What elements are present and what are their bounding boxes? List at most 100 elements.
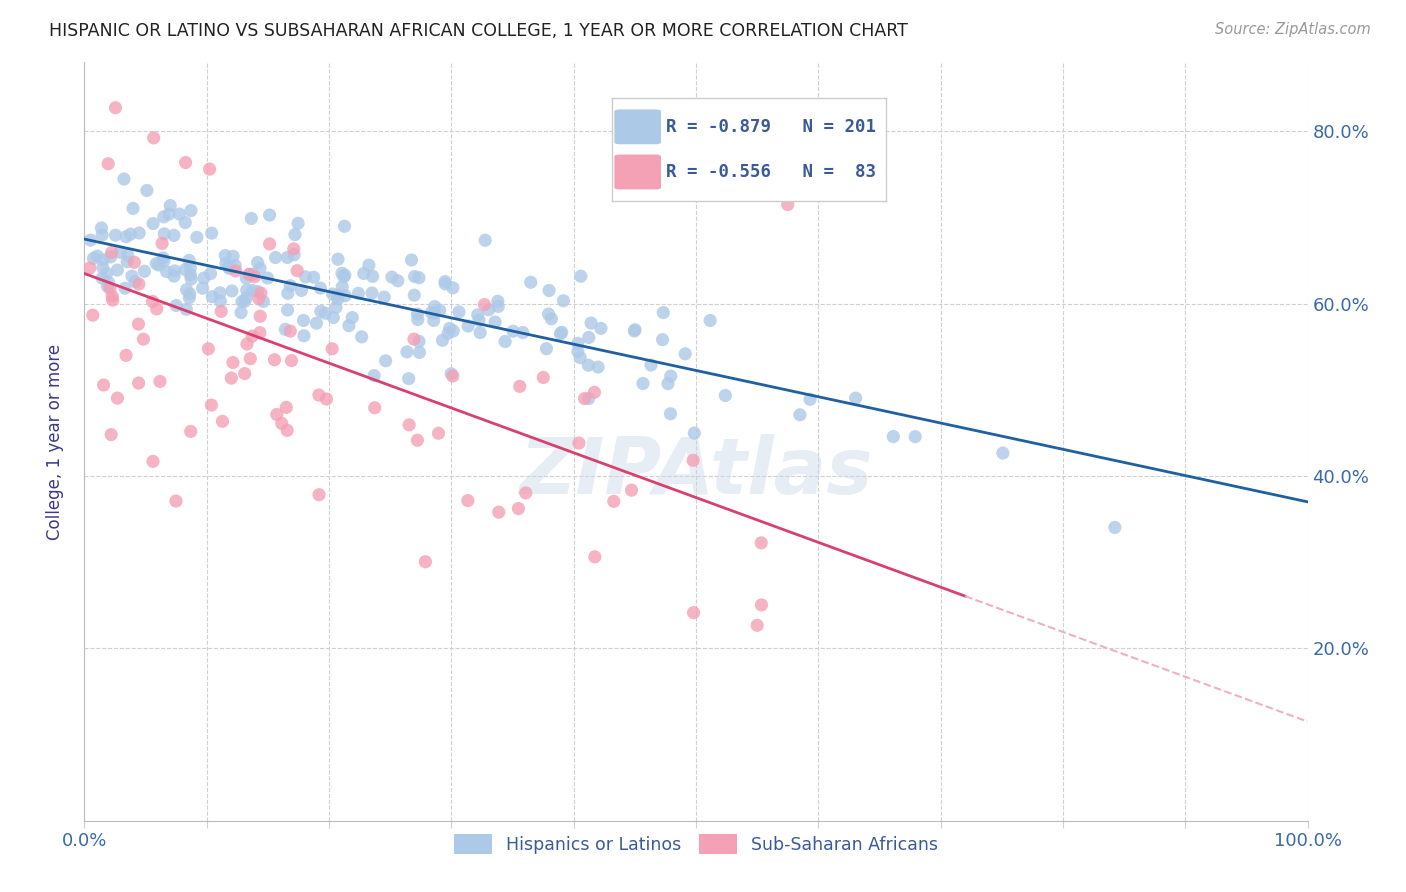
Point: [97, 157, 120, 171]
Point: [325, 301, 347, 315]
Point: [576, 358, 599, 372]
Point: [441, 369, 464, 384]
Point: [128, 226, 150, 240]
Point: [422, 313, 444, 327]
Point: [457, 318, 479, 333]
Point: [322, 310, 344, 325]
Point: [163, 264, 186, 278]
Point: [108, 245, 131, 260]
Point: [191, 281, 214, 295]
Point: [574, 392, 596, 406]
Point: [246, 285, 269, 299]
Point: [434, 277, 457, 291]
Point: [294, 269, 316, 284]
Point: [292, 313, 315, 327]
Point: [250, 286, 273, 301]
Point: [142, 217, 165, 231]
Point: [538, 284, 561, 298]
Point: [284, 227, 307, 242]
Point: [97, 275, 120, 289]
Point: [112, 172, 135, 186]
Point: [179, 268, 201, 282]
Point: [474, 298, 496, 312]
Point: [135, 184, 157, 198]
Point: [165, 494, 187, 508]
Point: [751, 598, 773, 612]
Point: [651, 333, 673, 347]
Point: [96, 267, 118, 281]
Point: [381, 270, 404, 285]
Point: [415, 555, 437, 569]
Point: [408, 334, 430, 349]
Legend: Hispanics or Latinos, Sub-Saharan Africans: Hispanics or Latinos, Sub-Saharan Africa…: [447, 827, 945, 862]
Point: [515, 486, 537, 500]
Point: [302, 270, 325, 285]
Point: [165, 299, 187, 313]
Point: [309, 281, 332, 295]
Point: [285, 263, 308, 277]
Point: [882, 429, 904, 443]
Point: [280, 353, 302, 368]
Point: [484, 315, 506, 329]
Point: [486, 300, 509, 314]
Point: [567, 344, 589, 359]
Point: [423, 306, 446, 320]
Point: [363, 368, 385, 383]
Point: [264, 251, 287, 265]
Point: [457, 493, 479, 508]
Point: [122, 202, 145, 216]
Point: [347, 286, 370, 301]
Point: [478, 302, 501, 317]
Point: [408, 270, 430, 285]
Point: [486, 294, 509, 309]
Point: [467, 308, 489, 322]
Point: [104, 101, 127, 115]
Point: [623, 324, 645, 338]
Point: [91, 271, 114, 285]
Point: [180, 203, 202, 218]
Point: [406, 434, 429, 448]
Point: [408, 345, 430, 359]
Point: [402, 332, 425, 346]
Point: [904, 430, 927, 444]
Point: [235, 291, 257, 305]
Point: [93, 378, 115, 392]
Text: Source: ZipAtlas.com: Source: ZipAtlas.com: [1215, 22, 1371, 37]
Point: [305, 316, 328, 330]
Point: [274, 322, 297, 336]
Point: [429, 303, 451, 318]
Point: [153, 253, 176, 268]
Point: [180, 425, 202, 439]
Point: [583, 385, 606, 400]
Point: [321, 342, 343, 356]
Point: [350, 330, 373, 344]
Point: [531, 370, 554, 384]
Point: [276, 251, 298, 265]
Point: [620, 483, 643, 497]
Point: [631, 376, 654, 391]
Point: [243, 269, 266, 284]
Point: [624, 323, 647, 337]
Point: [540, 311, 562, 326]
Point: [363, 401, 385, 415]
Point: [79, 260, 101, 275]
Point: [121, 269, 143, 284]
Point: [222, 249, 245, 263]
Point: [134, 264, 156, 278]
Text: R = -0.879   N = 201: R = -0.879 N = 201: [666, 118, 876, 136]
Point: [169, 207, 191, 221]
Point: [420, 305, 443, 319]
Point: [583, 549, 606, 564]
Point: [776, 197, 799, 211]
Point: [326, 252, 349, 267]
Point: [218, 261, 240, 276]
Point: [277, 286, 299, 301]
Point: [657, 376, 679, 391]
Point: [276, 401, 298, 415]
Point: [231, 294, 253, 309]
Point: [100, 245, 122, 260]
Point: [714, 388, 737, 402]
Point: [278, 324, 301, 338]
Point: [224, 259, 246, 273]
Point: [91, 227, 114, 242]
